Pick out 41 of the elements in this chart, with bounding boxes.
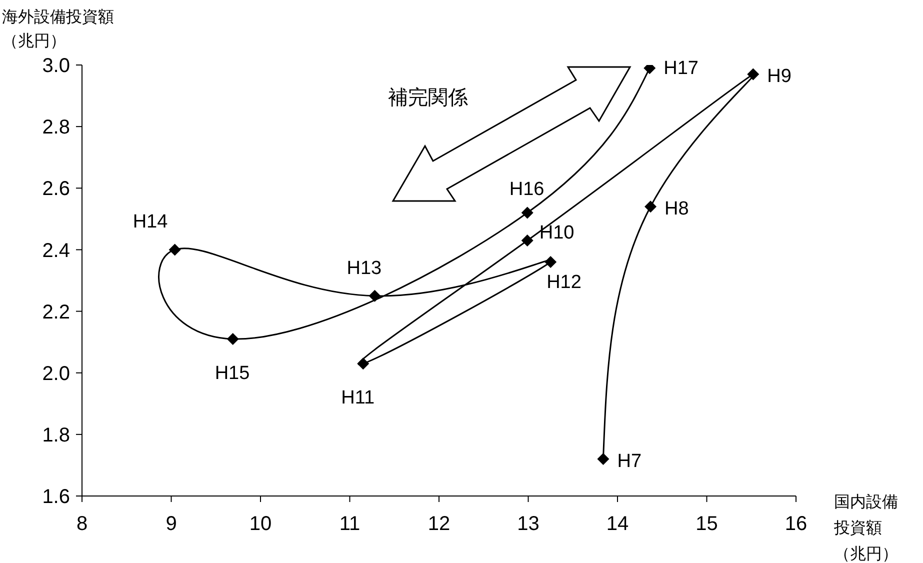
x-tick-label: 14	[606, 513, 629, 536]
annotation: H9	[767, 66, 792, 88]
x-tick-label: 13	[517, 513, 540, 536]
annotation: H8	[664, 198, 689, 220]
x-axis-title: 国内設備投資額（兆円）	[834, 492, 899, 563]
y-tick-label: 2.0	[42, 362, 70, 385]
annotation: H13	[346, 258, 382, 279]
y-tick-label: 2.8	[42, 116, 70, 139]
point	[357, 358, 370, 370]
y-axis-title: 海外設備投資額（兆円）	[2, 8, 115, 52]
annotation: H17	[664, 58, 698, 80]
x-tick-label: 9	[166, 513, 177, 536]
y-tick-label: 3.0	[42, 55, 70, 78]
y-tick-label: 1.6	[42, 486, 70, 508]
x-tick-label: 11	[339, 513, 360, 536]
y-tick-label: 1.8	[42, 424, 70, 447]
annotation: H16	[509, 178, 544, 200]
annotation: H12	[546, 272, 582, 294]
annotation: H10	[539, 222, 574, 244]
point	[226, 332, 239, 345]
annotation: 補完関係	[388, 86, 468, 109]
annotation: H11	[341, 388, 375, 409]
annotation: H15	[214, 362, 250, 384]
x-tick-label: 8	[76, 513, 88, 536]
x-tick-label: 10	[249, 513, 272, 536]
y-tick-label: 2.6	[42, 178, 70, 200]
point	[644, 200, 657, 213]
point	[521, 234, 534, 246]
point	[597, 453, 610, 466]
x-tick-label: 16	[784, 513, 808, 536]
annotation: H14	[132, 212, 168, 233]
point	[544, 256, 557, 268]
point	[368, 290, 381, 302]
y-tick-label: 2.4	[42, 240, 70, 262]
annotation: H7	[617, 451, 642, 472]
point	[747, 68, 760, 80]
point	[168, 244, 181, 256]
y-tick-label: 2.2	[42, 301, 70, 324]
point	[521, 206, 534, 219]
x-tick-label: 15	[696, 513, 718, 536]
x-tick-label: 12	[428, 513, 450, 536]
